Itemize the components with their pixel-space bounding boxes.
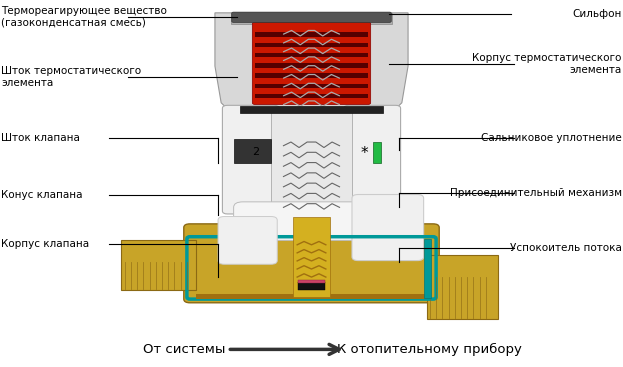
FancyBboxPatch shape [252, 22, 371, 105]
Bar [373, 142, 381, 163]
Bar [231, 13, 392, 24]
Bar [255, 94, 368, 98]
Bar [240, 106, 383, 113]
Bar [255, 53, 368, 57]
FancyBboxPatch shape [232, 12, 391, 22]
Bar [121, 240, 196, 290]
Text: Присоединительный механизм: Присоединительный механизм [450, 188, 622, 198]
Text: 2: 2 [252, 147, 259, 157]
Bar [293, 217, 330, 297]
Text: Успокоитель потока: Успокоитель потока [510, 243, 622, 253]
Bar [255, 43, 368, 47]
Text: Корпус клапана: Корпус клапана [1, 239, 89, 249]
FancyBboxPatch shape [222, 105, 279, 214]
Text: Сильфон: Сильфон [573, 9, 622, 19]
Text: К отопительному прибору: К отопительному прибору [338, 343, 522, 356]
Bar [234, 139, 271, 163]
Polygon shape [215, 13, 408, 112]
Bar [255, 63, 368, 68]
Text: Корпус термостатического
элемента: Корпус термостатического элемента [472, 54, 622, 75]
Text: От системы: От системы [143, 343, 225, 356]
FancyBboxPatch shape [352, 195, 424, 261]
Bar [255, 32, 368, 37]
FancyBboxPatch shape [218, 217, 277, 264]
Bar [255, 84, 368, 88]
FancyBboxPatch shape [234, 202, 389, 240]
Text: Термореагирующее вещество
(газоконденсатная смесь): Термореагирующее вещество (газоконденсат… [1, 6, 167, 27]
FancyBboxPatch shape [344, 105, 401, 214]
Bar [277, 217, 346, 257]
Bar [424, 239, 431, 298]
Bar [298, 280, 325, 283]
Bar [427, 255, 498, 319]
Bar [271, 108, 352, 213]
Bar [255, 73, 368, 78]
Text: Сальниковое уплотнение: Сальниковое уплотнение [481, 132, 622, 143]
Text: Шток клапана: Шток клапана [1, 132, 80, 143]
Text: Шток термостатического
элемента: Шток термостатического элемента [1, 66, 141, 88]
FancyBboxPatch shape [184, 224, 439, 303]
Bar [298, 282, 325, 290]
Bar [196, 294, 427, 299]
Text: *: * [361, 146, 368, 160]
Text: Конус клапана: Конус клапана [1, 189, 83, 200]
